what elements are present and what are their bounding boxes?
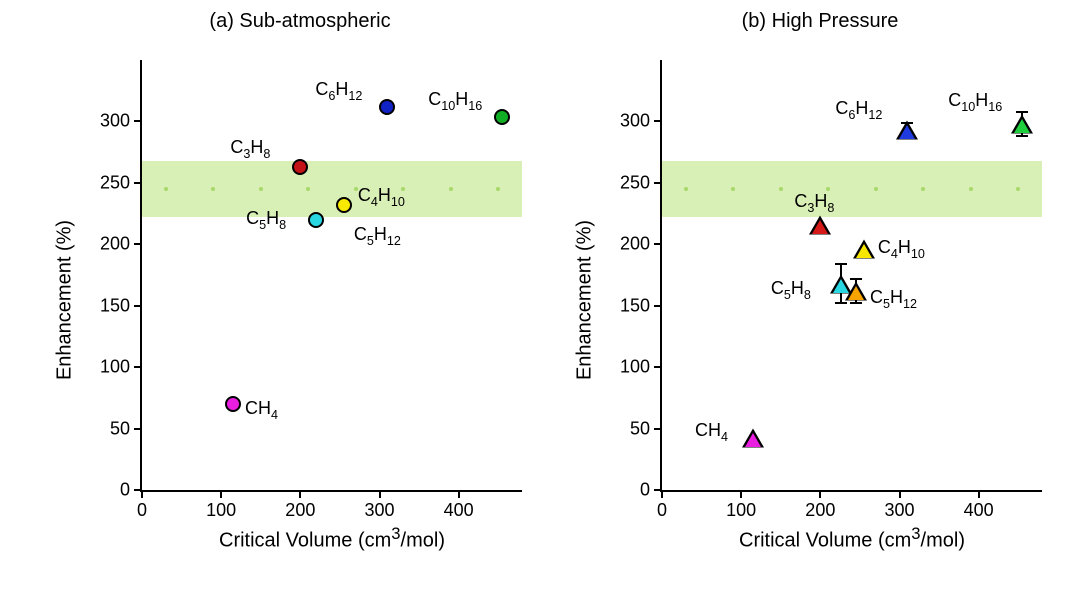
- y-tick-label: 50: [630, 418, 662, 439]
- y-tick-label: 150: [100, 295, 142, 316]
- reference-band: [662, 161, 1042, 218]
- x-tick-label: 200: [805, 490, 835, 521]
- error-cap: [835, 302, 847, 304]
- data-point-label: C10H16: [948, 90, 1002, 114]
- plot-area-b: Critical Volume (cm3/mol)050100150200250…: [660, 60, 1042, 492]
- x-axis-label: Critical Volume (cm3/mol): [219, 490, 445, 553]
- data-point: [308, 212, 324, 228]
- band-dot: [731, 187, 735, 191]
- x-tick-label: 300: [364, 490, 394, 521]
- data-point: [225, 396, 241, 412]
- error-cap: [835, 263, 847, 265]
- data-point: [494, 109, 510, 125]
- panel-a: (a) Sub-atmospheric Enhancement (%) Crit…: [60, 40, 540, 560]
- y-tick-label: 250: [620, 172, 662, 193]
- data-point: [379, 99, 395, 115]
- data-point-label: C5H8: [771, 278, 811, 302]
- x-tick-label: 0: [137, 490, 147, 521]
- y-tick-label: 100: [100, 357, 142, 378]
- y-tick-label: 150: [620, 295, 662, 316]
- data-point-label: CH4: [695, 421, 728, 445]
- y-tick-label: 200: [100, 234, 142, 255]
- data-point-label: C3H8: [794, 191, 834, 215]
- data-point-label: C3H8: [230, 137, 270, 161]
- y-axis-label: Enhancement (%): [54, 220, 77, 380]
- panel-a-title: (a) Sub-atmospheric: [60, 10, 540, 33]
- band-dot: [164, 187, 168, 191]
- figure: (a) Sub-atmospheric Enhancement (%) Crit…: [0, 0, 1080, 607]
- y-axis-label: Enhancement (%): [574, 220, 597, 380]
- band-dot: [496, 187, 500, 191]
- reference-band: [142, 161, 522, 218]
- y-tick-label: 100: [620, 357, 662, 378]
- y-tick-label: 250: [100, 172, 142, 193]
- y-tick-label: 300: [100, 111, 142, 132]
- y-tick-label: 50: [110, 418, 142, 439]
- data-point-label: CH4: [245, 398, 278, 422]
- band-dot: [874, 187, 878, 191]
- x-tick-label: 400: [444, 490, 474, 521]
- x-axis-label: Critical Volume (cm3/mol): [739, 490, 965, 553]
- data-point-label: C5H8: [246, 208, 286, 232]
- band-dot: [211, 187, 215, 191]
- x-tick-label: 100: [726, 490, 756, 521]
- band-dot: [779, 187, 783, 191]
- error-cap: [1016, 135, 1028, 137]
- x-tick-label: 100: [206, 490, 236, 521]
- panel-b-title: (b) High Pressure: [580, 10, 1060, 33]
- data-point: [292, 159, 308, 175]
- data-point-label: C5H12: [870, 287, 917, 311]
- x-tick-label: 0: [657, 490, 667, 521]
- data-point-label: C5H12: [354, 224, 401, 248]
- band-dot: [921, 187, 925, 191]
- error-cap: [1016, 111, 1028, 113]
- band-dot: [449, 187, 453, 191]
- data-point: [336, 197, 352, 213]
- band-dot: [1016, 187, 1020, 191]
- plot-area-a: Critical Volume (cm3/mol)050100150200250…: [140, 60, 522, 492]
- band-dot: [306, 187, 310, 191]
- band-dot: [969, 187, 973, 191]
- data-point-label: C6H12: [315, 79, 362, 103]
- error-cap: [850, 278, 862, 280]
- data-point-label: C4H10: [358, 185, 405, 209]
- x-tick-label: 200: [285, 490, 315, 521]
- panel-b: (b) High Pressure Enhancement (%) Critic…: [580, 40, 1060, 560]
- band-dot: [259, 187, 263, 191]
- y-tick-label: 200: [620, 234, 662, 255]
- band-dot: [684, 187, 688, 191]
- data-point-label: C10H16: [428, 89, 482, 113]
- y-tick-label: 300: [620, 111, 662, 132]
- data-point-label: C6H12: [835, 98, 882, 122]
- x-tick-label: 300: [884, 490, 914, 521]
- x-tick-label: 400: [964, 490, 994, 521]
- data-point-label: C4H10: [878, 237, 925, 261]
- error-cap: [850, 302, 862, 304]
